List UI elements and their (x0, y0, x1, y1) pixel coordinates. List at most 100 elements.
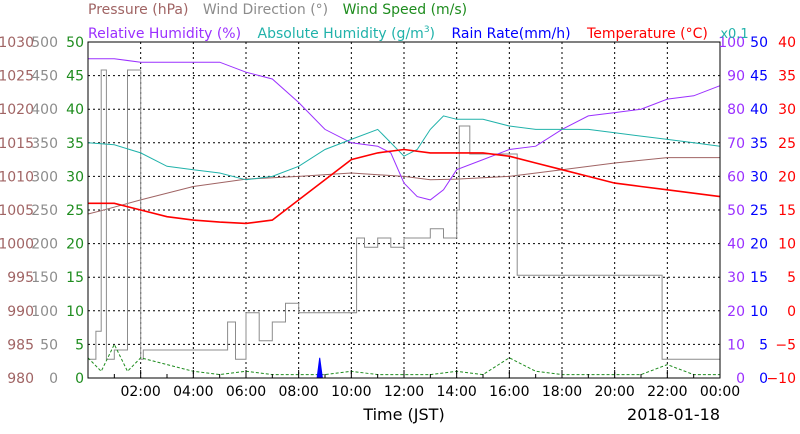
tick-label-temperature: 25 (778, 136, 796, 152)
tick-label-rain-rate: 5 (759, 337, 768, 353)
tick-label-wind-speed: 40 (66, 102, 84, 118)
tick-label-wind-direction: 400 (31, 102, 58, 118)
tick-label-temperature: −10 (766, 371, 796, 387)
x-tick-label: 22:00 (647, 384, 687, 400)
tick-label-pressure: 1025 (0, 69, 34, 85)
tick-label-pressure: 1020 (0, 102, 34, 118)
series-pressure-hpa (87, 157, 720, 215)
x-tick-label: 20:00 (594, 384, 634, 400)
series-wind-direction (88, 69, 720, 360)
x-tick-label: 18:00 (542, 384, 582, 400)
x-tick-label: 08:00 (278, 384, 318, 400)
tick-label-wind-direction: 450 (31, 69, 58, 85)
tick-label-humidity: 40 (727, 237, 745, 253)
x-tick-label: 00:00 (700, 384, 740, 400)
legend-relative-humidity: Relative Humidity (%) (88, 25, 242, 42)
tick-label-wind-direction: 200 (31, 237, 58, 253)
tick-label-rain-rate: 30 (750, 169, 768, 185)
legend-wind-speed: Wind Speed (m/s) (342, 2, 468, 18)
tick-label-rain-rate: 50 (750, 35, 768, 51)
x-tick-label: 14:00 (436, 384, 476, 400)
tick-label-temperature: −5 (775, 337, 796, 353)
tick-label-humidity: 0 (736, 371, 745, 387)
tick-label-temperature: 0 (787, 304, 796, 320)
tick-label-wind-speed: 50 (66, 35, 84, 51)
legend-row-1: Pressure (hPa) Wind Direction (°) Wind S… (88, 0, 800, 20)
x-tick-label: 16:00 (489, 384, 529, 400)
tick-label-humidity: 80 (727, 102, 745, 118)
tick-label-wind-speed: 35 (66, 136, 84, 152)
tick-label-wind-direction: 150 (31, 270, 58, 286)
series-relative-humidity (88, 58, 721, 201)
tick-label-wind-speed: 30 (66, 169, 84, 185)
tick-label-rain-rate: 45 (750, 69, 768, 85)
tick-label-pressure: 1010 (0, 169, 34, 185)
series-rain-rate-mm-h (316, 357, 323, 379)
date-label: 2018-01-18 (627, 405, 720, 424)
tick-label-wind-direction: 0 (49, 371, 58, 387)
tick-label-wind-speed: 5 (75, 337, 84, 353)
x-tick-label: 04:00 (173, 384, 213, 400)
tick-label-wind-direction: 250 (31, 203, 58, 219)
tick-label-wind-speed: 25 (66, 203, 84, 219)
tick-label-wind-direction: 100 (31, 304, 58, 320)
grid (88, 42, 720, 378)
tick-label-humidity: 10 (727, 337, 745, 353)
tick-label-pressure: 980 (7, 371, 34, 387)
tick-label-temperature: 35 (778, 69, 796, 85)
tick-label-humidity: 50 (727, 203, 745, 219)
tick-label-humidity: 90 (727, 69, 745, 85)
x-tick-label: 10:00 (331, 384, 371, 400)
tick-label-wind-direction: 500 (31, 35, 58, 51)
legend-absolute-humidity: Absolute Humidity (g/m3) (257, 25, 436, 42)
x-tick-label: 12:00 (384, 384, 424, 400)
tick-label-rain-rate: 25 (750, 203, 768, 219)
legend-row-2: Relative Humidity (%) Absolute Humidity … (88, 20, 800, 42)
tick-label-wind-speed: 10 (66, 304, 84, 320)
right-axes: 0102030405060708090100051015202530354045… (718, 35, 796, 387)
legend-pressure: Pressure (hPa) (88, 2, 189, 18)
tick-label-temperature: 15 (778, 203, 796, 219)
tick-label-rain-rate: 35 (750, 136, 768, 152)
tick-label-wind-speed: 15 (66, 270, 84, 286)
tick-label-wind-speed: 20 (66, 237, 84, 253)
tick-label-wind-speed: 45 (66, 69, 84, 85)
x-axis-label: Time (JST) (362, 405, 444, 424)
x-tick-label: 06:00 (226, 384, 266, 400)
tick-label-temperature: 5 (787, 270, 796, 286)
left-axes: 9809859909951000100510101015102010251030… (0, 35, 84, 387)
tick-label-temperature: 40 (778, 35, 796, 51)
tick-label-pressure: 1000 (0, 237, 34, 253)
legend-temperature: Temperature (°C) (587, 25, 708, 42)
legend-rain-rate: Rain Rate(mm/h) (451, 25, 571, 42)
tick-label-pressure: 1005 (0, 203, 34, 219)
tick-label-rain-rate: 10 (750, 304, 768, 320)
tick-label-humidity: 70 (727, 136, 745, 152)
tick-label-wind-direction: 50 (40, 337, 58, 353)
tick-label-rain-rate: 0 (759, 371, 768, 387)
x-tick-label: 02:00 (120, 384, 160, 400)
tick-label-wind-direction: 350 (31, 136, 58, 152)
legend-wind-direction: Wind Direction (°) (202, 2, 329, 18)
tick-label-temperature: 10 (778, 237, 796, 253)
tick-label-pressure: 1015 (0, 136, 34, 152)
tick-label-pressure: 995 (7, 270, 34, 286)
tick-label-temperature: 30 (778, 102, 796, 118)
series-temperature-c (88, 148, 721, 225)
tick-label-pressure: 990 (7, 304, 34, 320)
tick-label-rain-rate: 20 (750, 237, 768, 253)
tick-label-humidity: 100 (718, 35, 745, 51)
tick-label-pressure: 1030 (0, 35, 34, 51)
series-absolute-humidity (87, 115, 721, 181)
tick-label-rain-rate: 40 (750, 102, 768, 118)
x-axis: 02:00 04:00 06:00 08:00 10:00 12:00 14:00 16:00… (87, 370, 740, 400)
tick-label-rain-rate: 15 (750, 270, 768, 286)
legend-abs-humidity-scale: x0.1 (720, 26, 749, 42)
tick-label-pressure: 985 (7, 337, 34, 353)
tick-label-humidity: 30 (727, 270, 745, 286)
tick-label-humidity: 60 (727, 169, 745, 185)
tick-label-wind-direction: 300 (31, 169, 58, 185)
tick-label-humidity: 20 (727, 304, 745, 320)
tick-label-wind-speed: 0 (75, 371, 84, 387)
